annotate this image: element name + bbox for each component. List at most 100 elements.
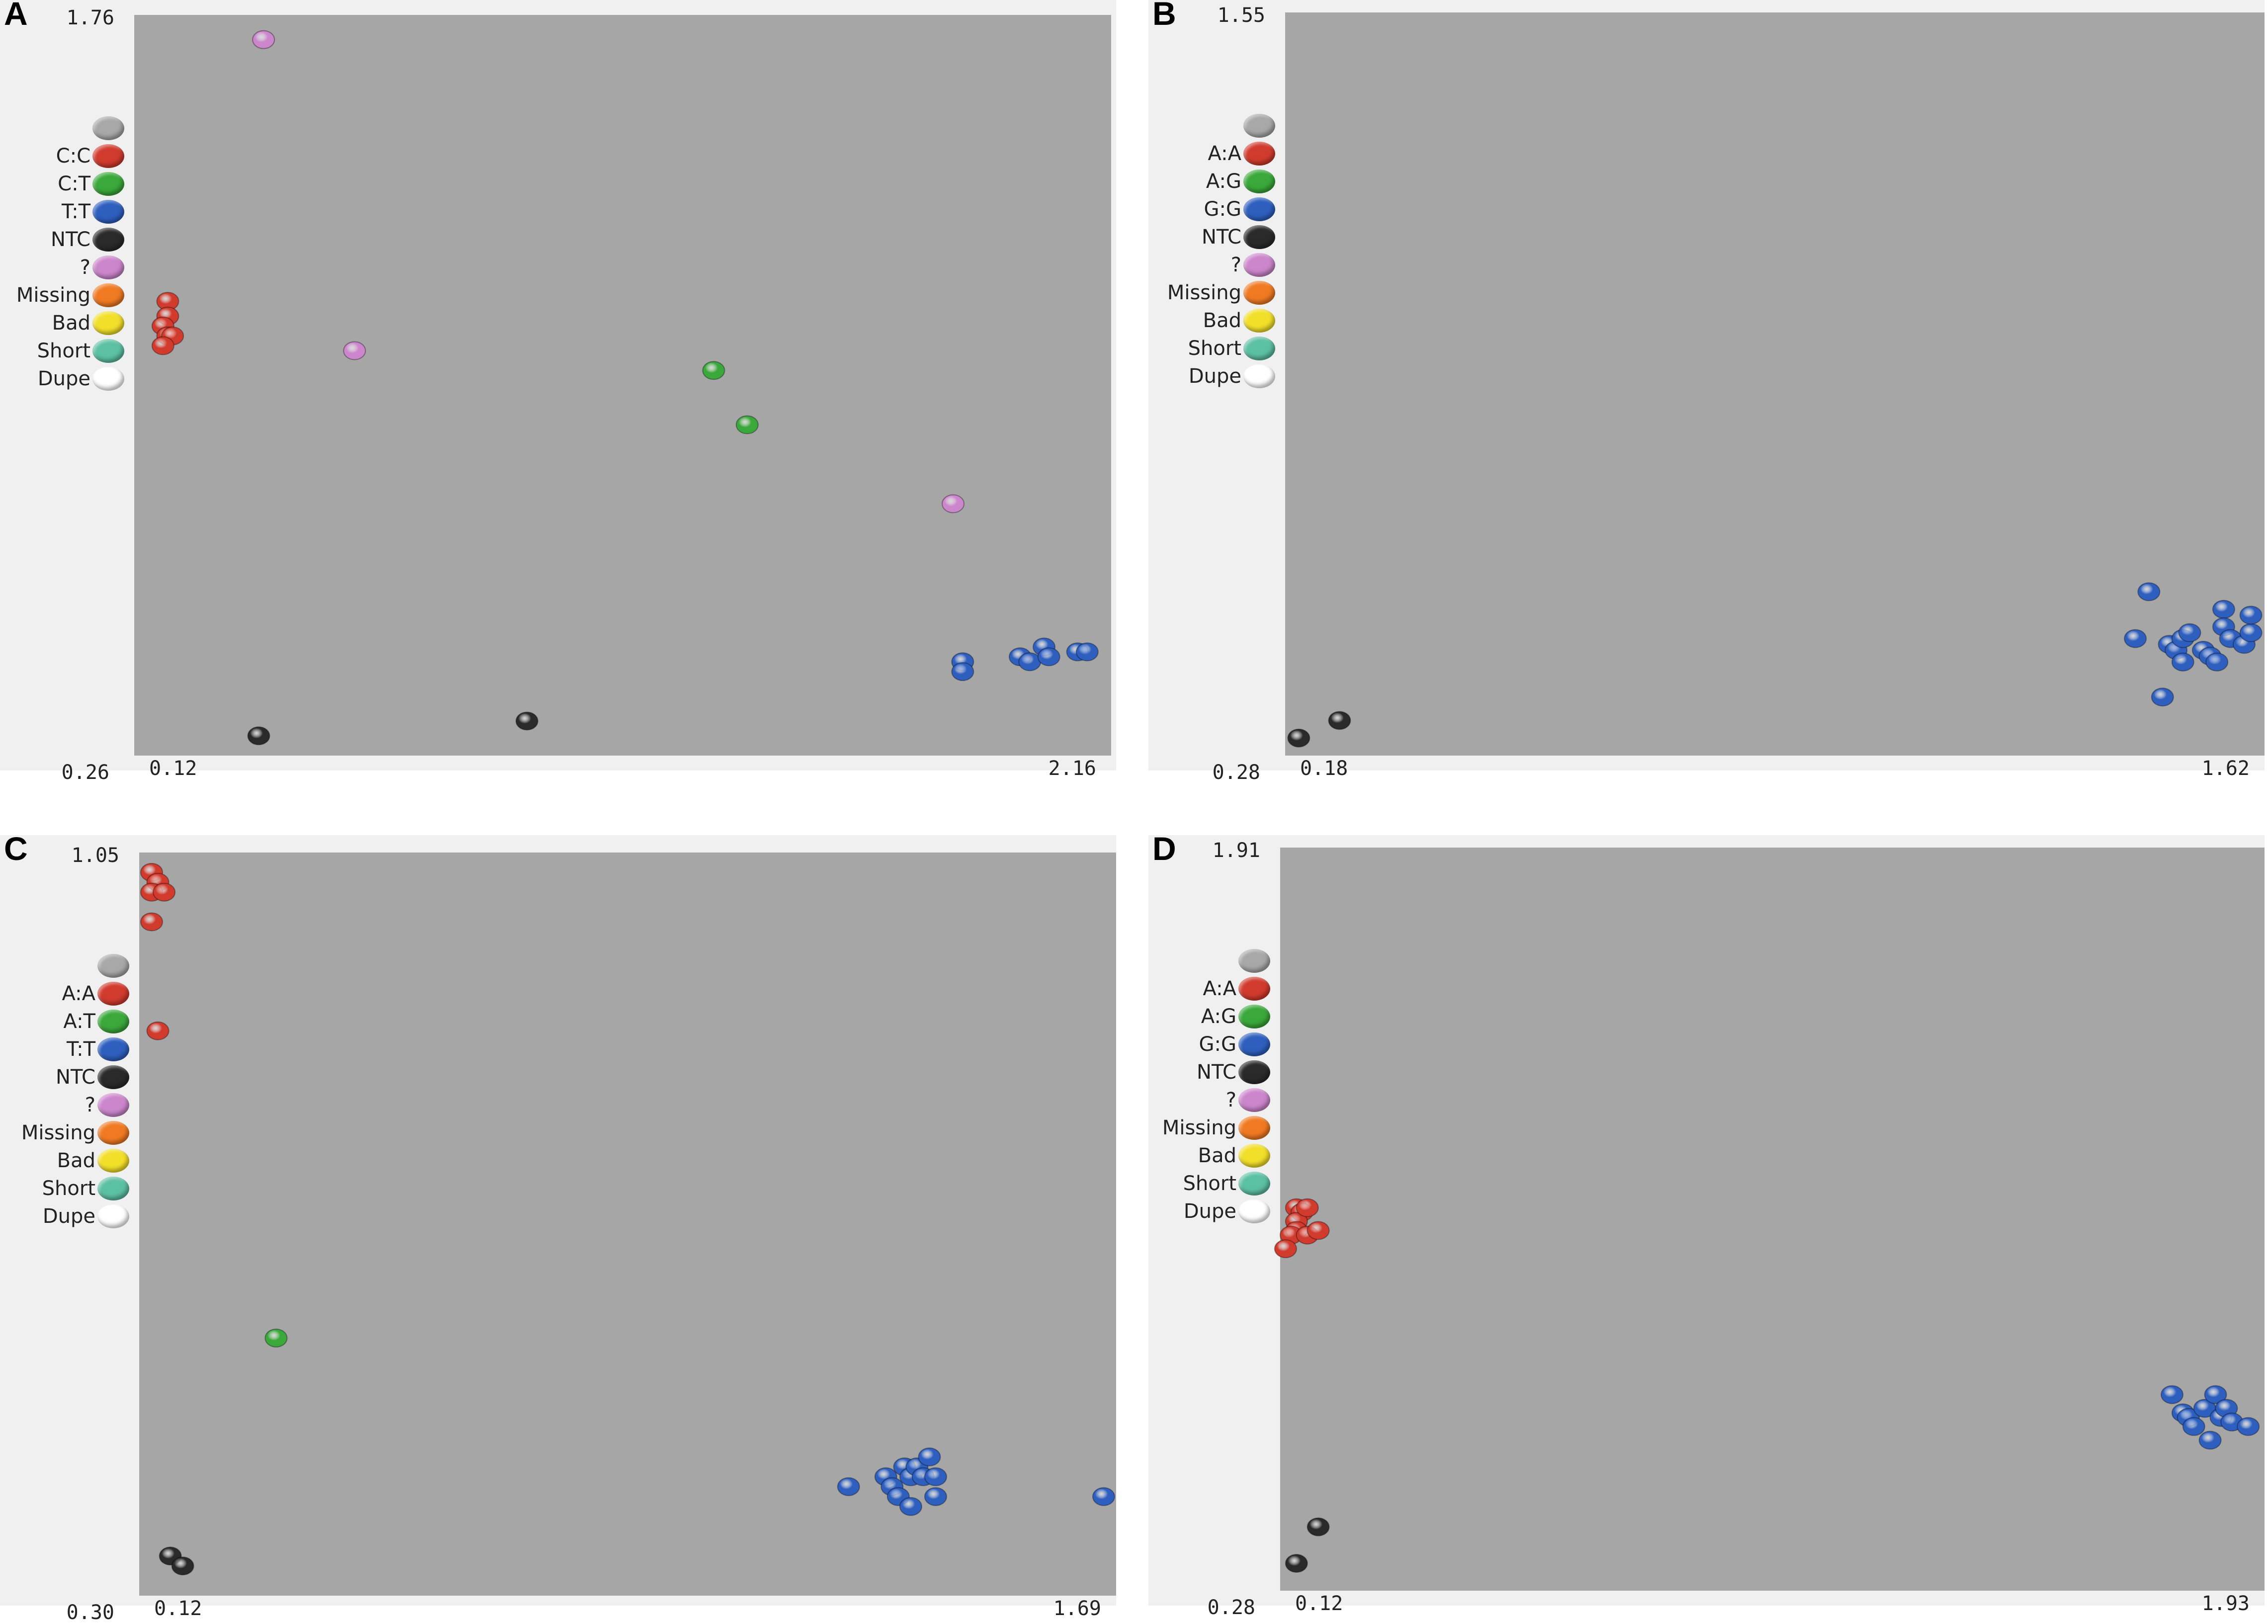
legend-label: ? <box>1230 254 1241 276</box>
legend-swatch <box>92 116 124 140</box>
legend-label: A:A <box>1208 142 1242 165</box>
scatter-panel-d: D 1.91 0.28 0.12 1.93 A:A A:G G:G NTC? Missi… <box>1148 830 2265 1618</box>
legend-item: A:A <box>62 980 129 1008</box>
legend-item: ? <box>80 254 124 281</box>
panel-letter: D <box>1152 830 1176 867</box>
legend-label: Dupe <box>37 367 90 390</box>
legend-swatch <box>97 1037 129 1061</box>
legend-swatch <box>92 367 124 391</box>
plot-svg <box>1285 12 2265 756</box>
legend-item: T:T <box>67 1035 129 1063</box>
x-max-label: 2.16 <box>1048 757 1096 780</box>
scatter-panel-b: B 1.55 0.28 0.18 1.62 A:A A:G G:G NTC? Missi… <box>1148 0 2265 782</box>
data-point-gg <box>2198 1431 2222 1450</box>
data-point-tt <box>918 1447 941 1466</box>
legend-label: Dupe <box>42 1205 95 1228</box>
legend-swatch <box>1243 337 1275 360</box>
legend-label: Dupe <box>1188 365 1241 388</box>
data-point-ct <box>735 415 759 434</box>
legend-item: ? <box>85 1091 129 1119</box>
scatter-panel-c: C 1.05 0.30 0.12 1.69 A:A A:T T:T NTC? Missi… <box>0 830 1116 1623</box>
y-min-label: 0.28 <box>1212 761 1260 784</box>
y-min-label: 0.30 <box>66 1601 114 1624</box>
legend-item: A:G <box>1206 168 1275 195</box>
legend-label: Short <box>1183 1172 1236 1195</box>
data-point-gg <box>2237 1417 2260 1436</box>
y-min-label: 0.28 <box>1207 1596 1255 1619</box>
legend-label: Bad <box>1203 309 1241 332</box>
legend-item: T:T <box>62 198 124 226</box>
data-point-ntc <box>1307 1517 1330 1537</box>
legend-item <box>1241 112 1275 140</box>
x-min-label: 0.12 <box>1295 1592 1343 1615</box>
data-point-gg <box>2171 652 2194 672</box>
y-max-label: 1.91 <box>1212 839 1260 862</box>
legend-item: Dupe <box>1184 1197 1270 1225</box>
legend-item: ? <box>1231 251 1275 279</box>
legend-label: Missing <box>16 284 90 307</box>
data-point-gg <box>2137 582 2161 601</box>
data-point-aa <box>146 1021 170 1040</box>
legend-swatch <box>97 1121 129 1145</box>
legend-label: Short <box>42 1177 95 1200</box>
legend-swatch <box>1243 281 1275 305</box>
legend-swatch <box>92 283 124 307</box>
legend-item: Missing <box>21 1119 129 1147</box>
y-max-label: 1.76 <box>66 6 114 29</box>
data-point-ntc <box>1285 1554 1308 1573</box>
legend-swatch <box>1243 142 1275 166</box>
legend-item: Missing <box>1162 1114 1270 1142</box>
legend-item: A:G <box>1201 1003 1270 1030</box>
legend-label: T:T <box>67 1038 95 1061</box>
data-point-gg <box>2239 623 2263 642</box>
legend-label: C:T <box>58 172 90 195</box>
legend-swatch <box>1243 309 1275 333</box>
legend-item: Bad <box>52 309 124 337</box>
x-min-label: 0.12 <box>149 757 197 780</box>
legend-swatch <box>97 954 129 978</box>
legend-item <box>90 114 124 142</box>
legend-item: Missing <box>16 281 124 309</box>
legend-label: Short <box>37 340 90 362</box>
legend-label: G:G <box>1204 198 1241 221</box>
data-point-gg <box>2212 599 2235 619</box>
legend-swatch <box>92 228 124 252</box>
panel-letter: C <box>4 830 28 867</box>
legend-swatch <box>1238 949 1270 973</box>
legend-item: Missing <box>1167 279 1275 307</box>
legend-item: NTC <box>1202 223 1275 251</box>
legend-item: NTC <box>56 1063 129 1091</box>
legend-item: Dupe <box>1189 362 1275 390</box>
legend-label: T:T <box>62 200 90 223</box>
legend-item: A:A <box>1203 975 1270 1003</box>
legend-item: Bad <box>1203 307 1275 335</box>
data-point-ntc <box>247 726 270 746</box>
legend-swatch <box>92 144 124 168</box>
legend-item: G:G <box>1204 195 1275 223</box>
legend-swatch <box>1238 1172 1270 1196</box>
data-point-ntc <box>1287 728 1310 748</box>
data-point-aa <box>153 882 176 902</box>
legend-swatch <box>1238 1088 1270 1112</box>
data-point-tt <box>837 1477 860 1496</box>
legend-label: A:A <box>1203 977 1237 1000</box>
data-point-ntc <box>515 711 538 731</box>
legend-swatch <box>92 311 124 335</box>
y-min-label: 0.26 <box>61 761 109 784</box>
data-point- <box>942 494 965 513</box>
legend-swatch <box>1243 225 1275 249</box>
data-point-gg <box>2205 652 2229 672</box>
data-point-tt <box>1037 647 1060 667</box>
legend-swatch <box>97 1177 129 1200</box>
legend-item: Dupe <box>43 1202 129 1230</box>
legend-label: Missing <box>21 1121 95 1144</box>
legend-swatch <box>97 982 129 1006</box>
plot-area <box>139 853 1116 1596</box>
legend-swatch <box>1243 253 1275 277</box>
data-point-ntc <box>1328 711 1351 730</box>
legend-swatch <box>92 256 124 279</box>
data-point- <box>252 30 275 49</box>
legend-swatch <box>1243 364 1275 388</box>
legend-swatch <box>1238 1144 1270 1168</box>
legend-label: Missing <box>1167 281 1241 304</box>
